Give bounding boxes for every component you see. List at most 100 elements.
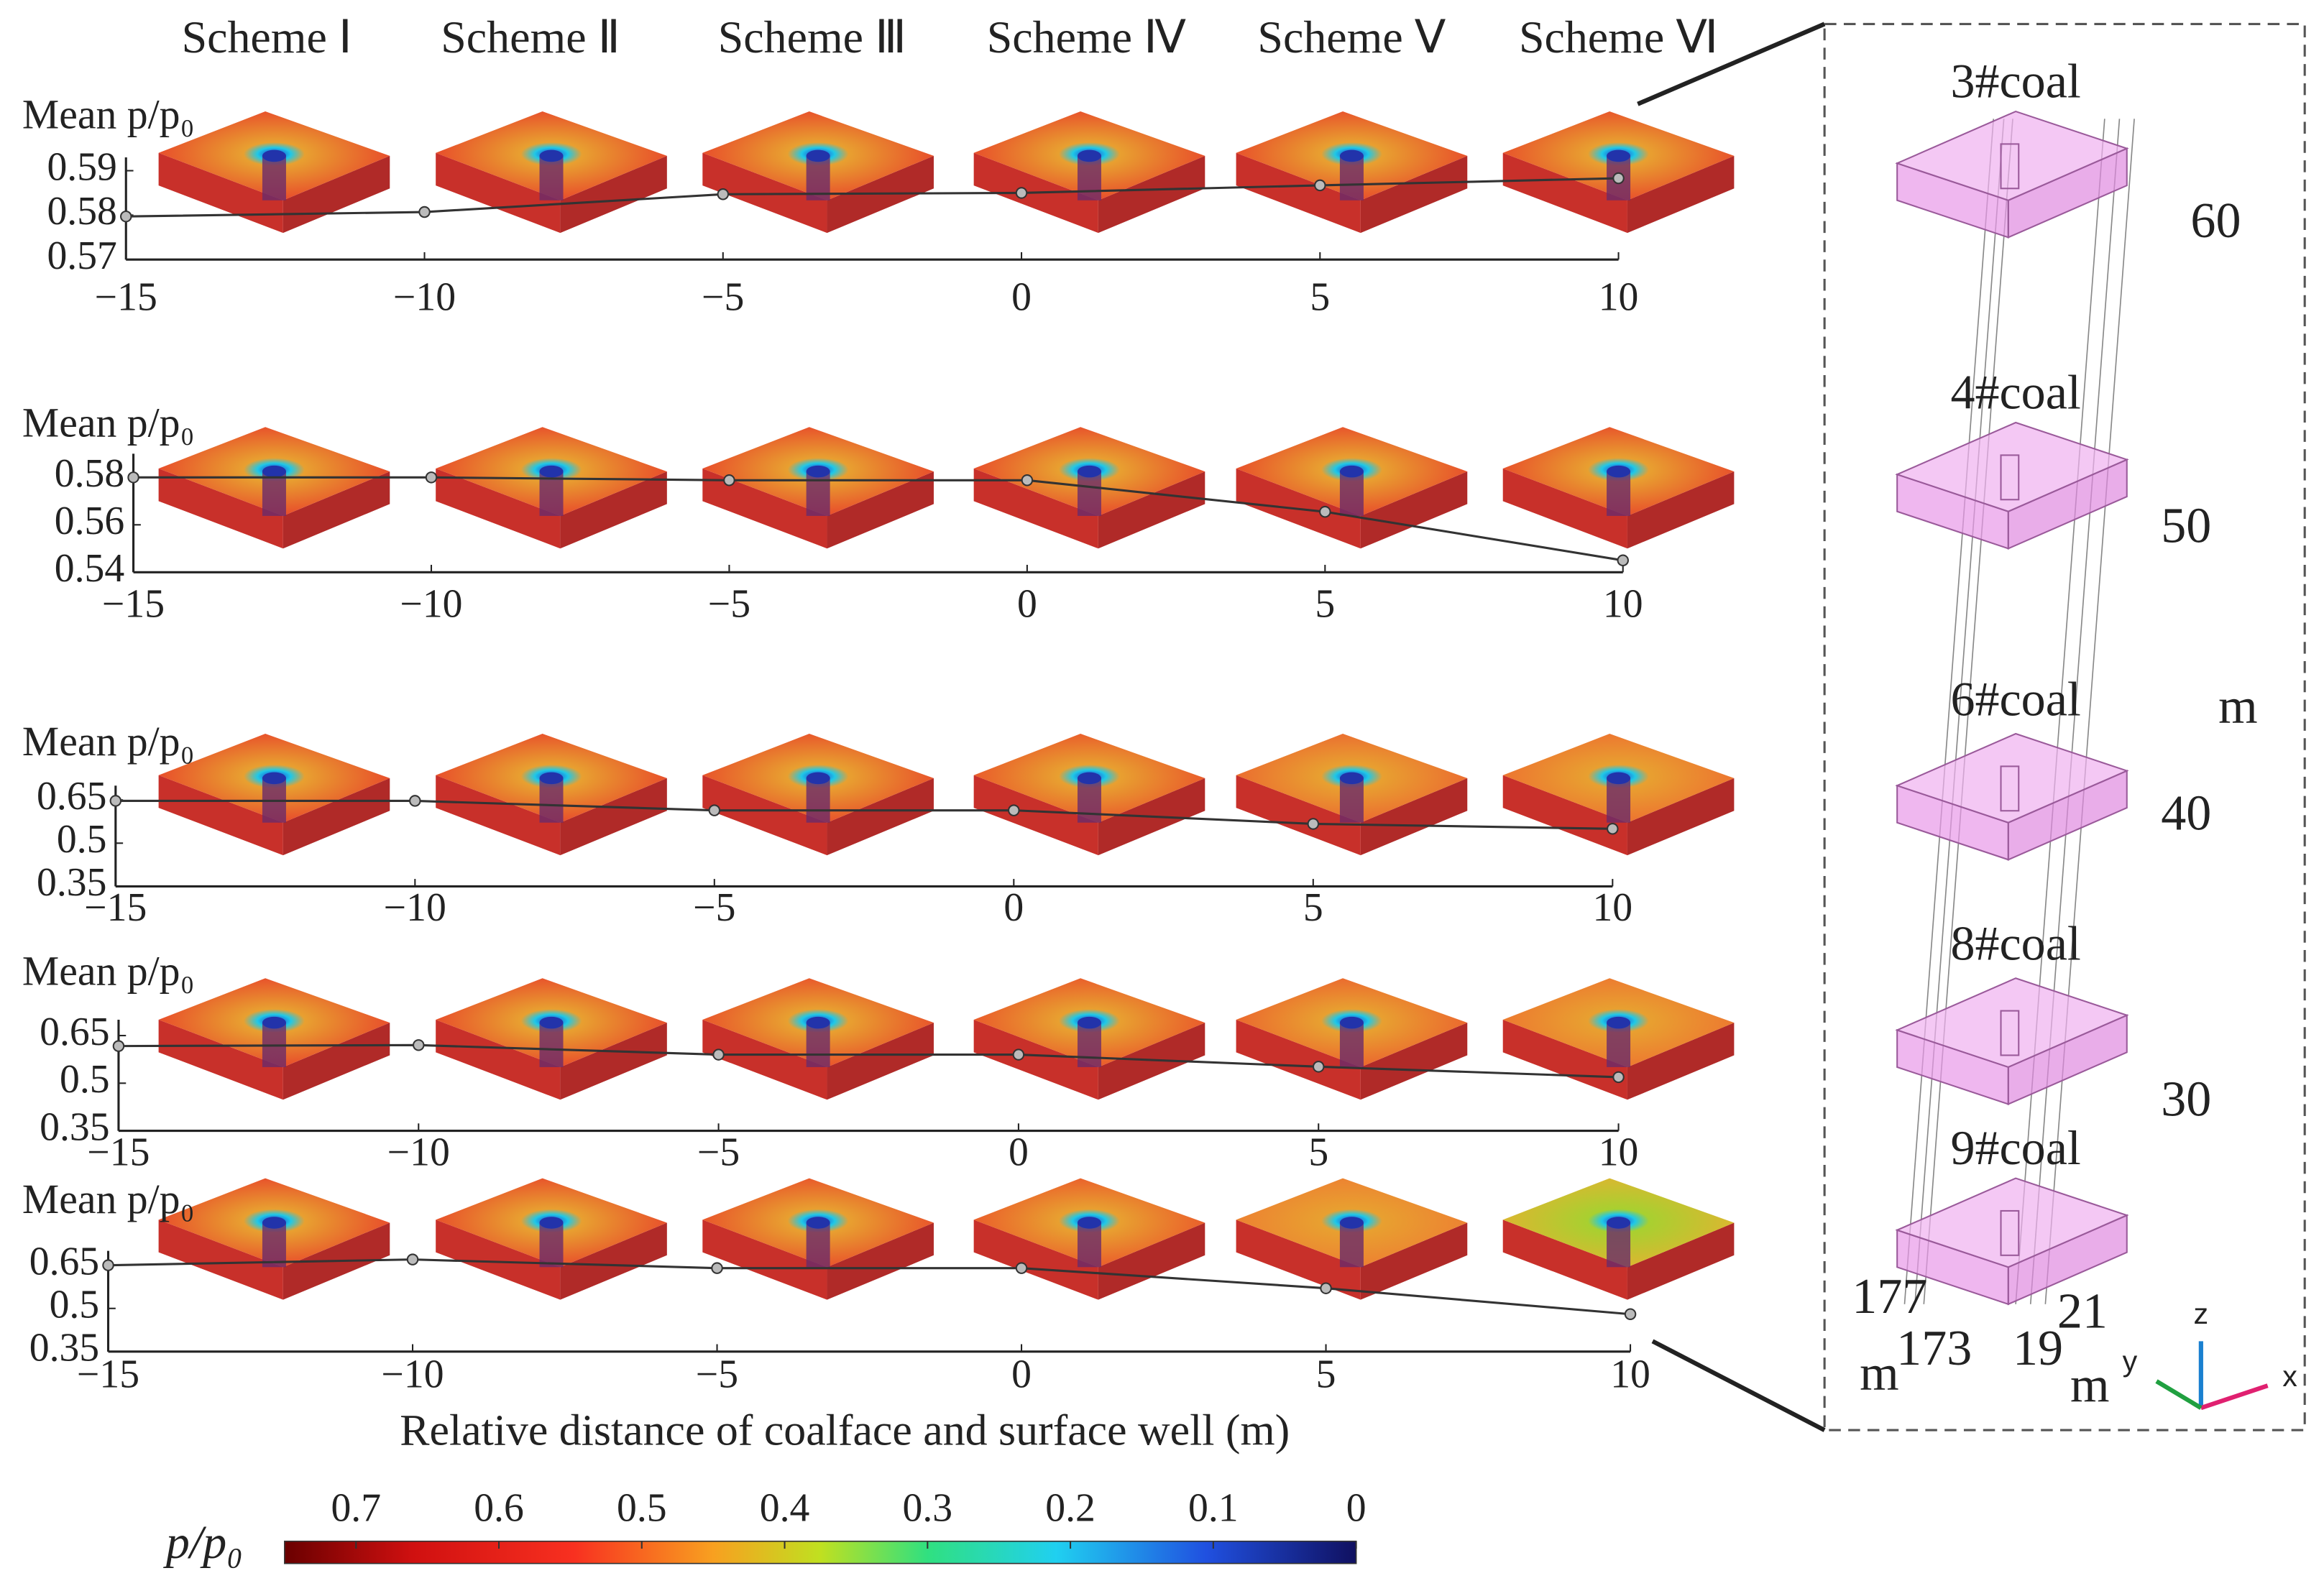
well [2000,1010,2020,1056]
block-side [436,1019,561,1100]
scheme-label: Scheme Ⅴ [1257,11,1446,63]
well [806,471,830,516]
well-top [1077,465,1101,478]
frame-line [2029,119,2121,1304]
well-top [539,465,564,478]
block-side [436,775,561,856]
x-tick-label: 0 [1011,275,1032,320]
well [2000,1209,2020,1256]
x-tick-label: 0 [1011,1352,1032,1397]
axis-y [2155,1379,2203,1410]
block-side [827,778,934,856]
x-tick-label: −15 [84,885,147,930]
y-tick-label: 0.35 [37,860,106,905]
x-tick-label: −5 [696,1352,738,1397]
seam-label: 8#coal [1950,916,2080,971]
x-tick-label: −5 [708,582,750,627]
block-side [1502,468,1627,549]
well-top [1077,1016,1101,1029]
scheme-label: Scheme Ⅱ [441,11,620,63]
inset-label: 60 [2190,193,2241,249]
seam-box [1895,732,2129,824]
well-top [262,1217,286,1229]
well [1339,155,1364,200]
well-top [1607,772,1631,785]
x-tick-label: −5 [697,1130,740,1174]
colorbar-tick-label: 0.1 [1188,1485,1239,1530]
y-tick-label: 0.65 [37,774,106,819]
block-side [973,1220,1098,1300]
well [806,1222,830,1268]
y-axis-label: Mean p/p₀ [22,949,195,994]
y-tick-label: 0.57 [47,234,116,278]
line [118,1043,1619,1079]
well [1339,1023,1364,1067]
scheme-label: Scheme Ⅲ [718,11,906,63]
well-top [806,149,830,162]
inset-label: 40 [2161,786,2211,842]
point [1314,179,1326,192]
inset-label: m [2218,679,2258,734]
seam-box [1895,421,2129,512]
block-side [436,152,561,234]
block-side [1627,471,1735,549]
seam-box [1895,110,2129,201]
well [539,1222,564,1268]
colorbar [284,1540,1357,1564]
block-side [1502,775,1627,856]
point [1015,187,1028,199]
point [120,210,132,223]
point [723,474,735,487]
block-side [1627,1222,1735,1300]
inset-frame [1823,22,2306,1431]
well-top [1339,772,1364,785]
block-side [1236,775,1361,856]
well [2000,765,2020,812]
frame-line [1923,119,2013,1304]
x-tick-label: 10 [1603,582,1643,627]
frame-line [1914,119,2005,1304]
well [539,778,564,823]
well-top [539,772,564,785]
point [1607,823,1619,835]
point [711,1262,723,1274]
well-top [539,149,564,162]
x-tick-label: −5 [702,275,744,320]
block-side [1098,155,1205,234]
axis-x [2200,1383,2269,1411]
colorbar-label: p/p₀ [163,1516,243,1569]
point [109,795,122,807]
x-tick-label: 5 [1303,885,1323,930]
y-tick-label: 0.35 [29,1326,99,1370]
inset-label: z [2194,1297,2209,1330]
inset-label: m [1860,1346,1899,1401]
well-top [262,1016,286,1029]
well-top [806,465,830,478]
x-tick-label: −10 [381,1352,444,1397]
x-tick-label: 0 [1003,885,1024,930]
y-tick-label: 0.54 [55,546,124,591]
x-tick-label: 0 [1017,582,1037,627]
block-side [1360,155,1468,234]
block-side [1502,152,1627,234]
point [1307,818,1320,830]
seam-label: 6#coal [1950,671,2080,726]
point [425,471,438,484]
point [406,1253,419,1265]
well [1339,778,1364,823]
line [115,799,1613,830]
well-top [262,465,286,478]
well [539,1023,564,1067]
well [262,471,286,516]
line [126,177,1619,218]
x-tick-label: −15 [95,275,157,320]
inset-label: 19 [2013,1321,2063,1376]
well [2000,454,2020,501]
line [108,1258,1631,1316]
well [1607,1222,1631,1268]
inset-label: 50 [2161,499,2211,554]
y-axis-label: Mean p/p₀ [22,93,195,138]
point [1612,172,1625,185]
zoom-line [1637,22,1826,106]
point [1015,1262,1028,1274]
